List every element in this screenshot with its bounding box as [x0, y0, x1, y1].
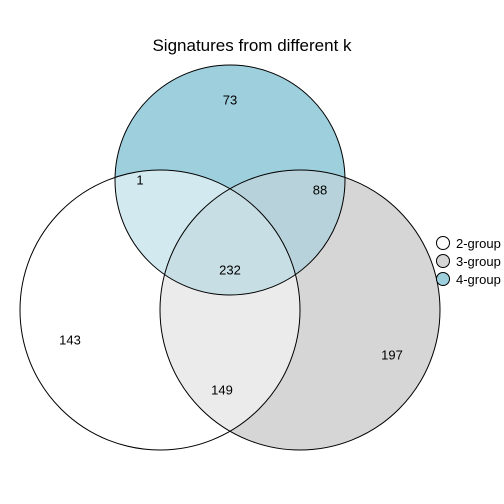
legend-item-1: 3-group	[436, 252, 501, 270]
legend: 2-group 3-group 4-group	[436, 234, 501, 288]
legend-label-0: 2-group	[456, 236, 501, 251]
legend-swatch-1	[436, 254, 450, 268]
legend-item-2: 4-group	[436, 270, 501, 288]
legend-swatch-0	[436, 236, 450, 250]
region-only-a: 143	[59, 333, 81, 348]
venn-chart: Signatures from different k 143 197 73 1…	[0, 0, 504, 504]
legend-label-2: 4-group	[456, 272, 501, 287]
legend-label-1: 3-group	[456, 254, 501, 269]
region-ac: 1	[136, 173, 143, 188]
region-only-b: 197	[381, 348, 403, 363]
region-ab: 149	[211, 383, 233, 398]
region-only-c: 73	[223, 93, 237, 108]
venn-svg	[0, 0, 504, 504]
legend-item-0: 2-group	[436, 234, 501, 252]
region-abc: 232	[219, 263, 241, 278]
legend-swatch-2	[436, 272, 450, 286]
region-bc: 88	[313, 183, 327, 198]
